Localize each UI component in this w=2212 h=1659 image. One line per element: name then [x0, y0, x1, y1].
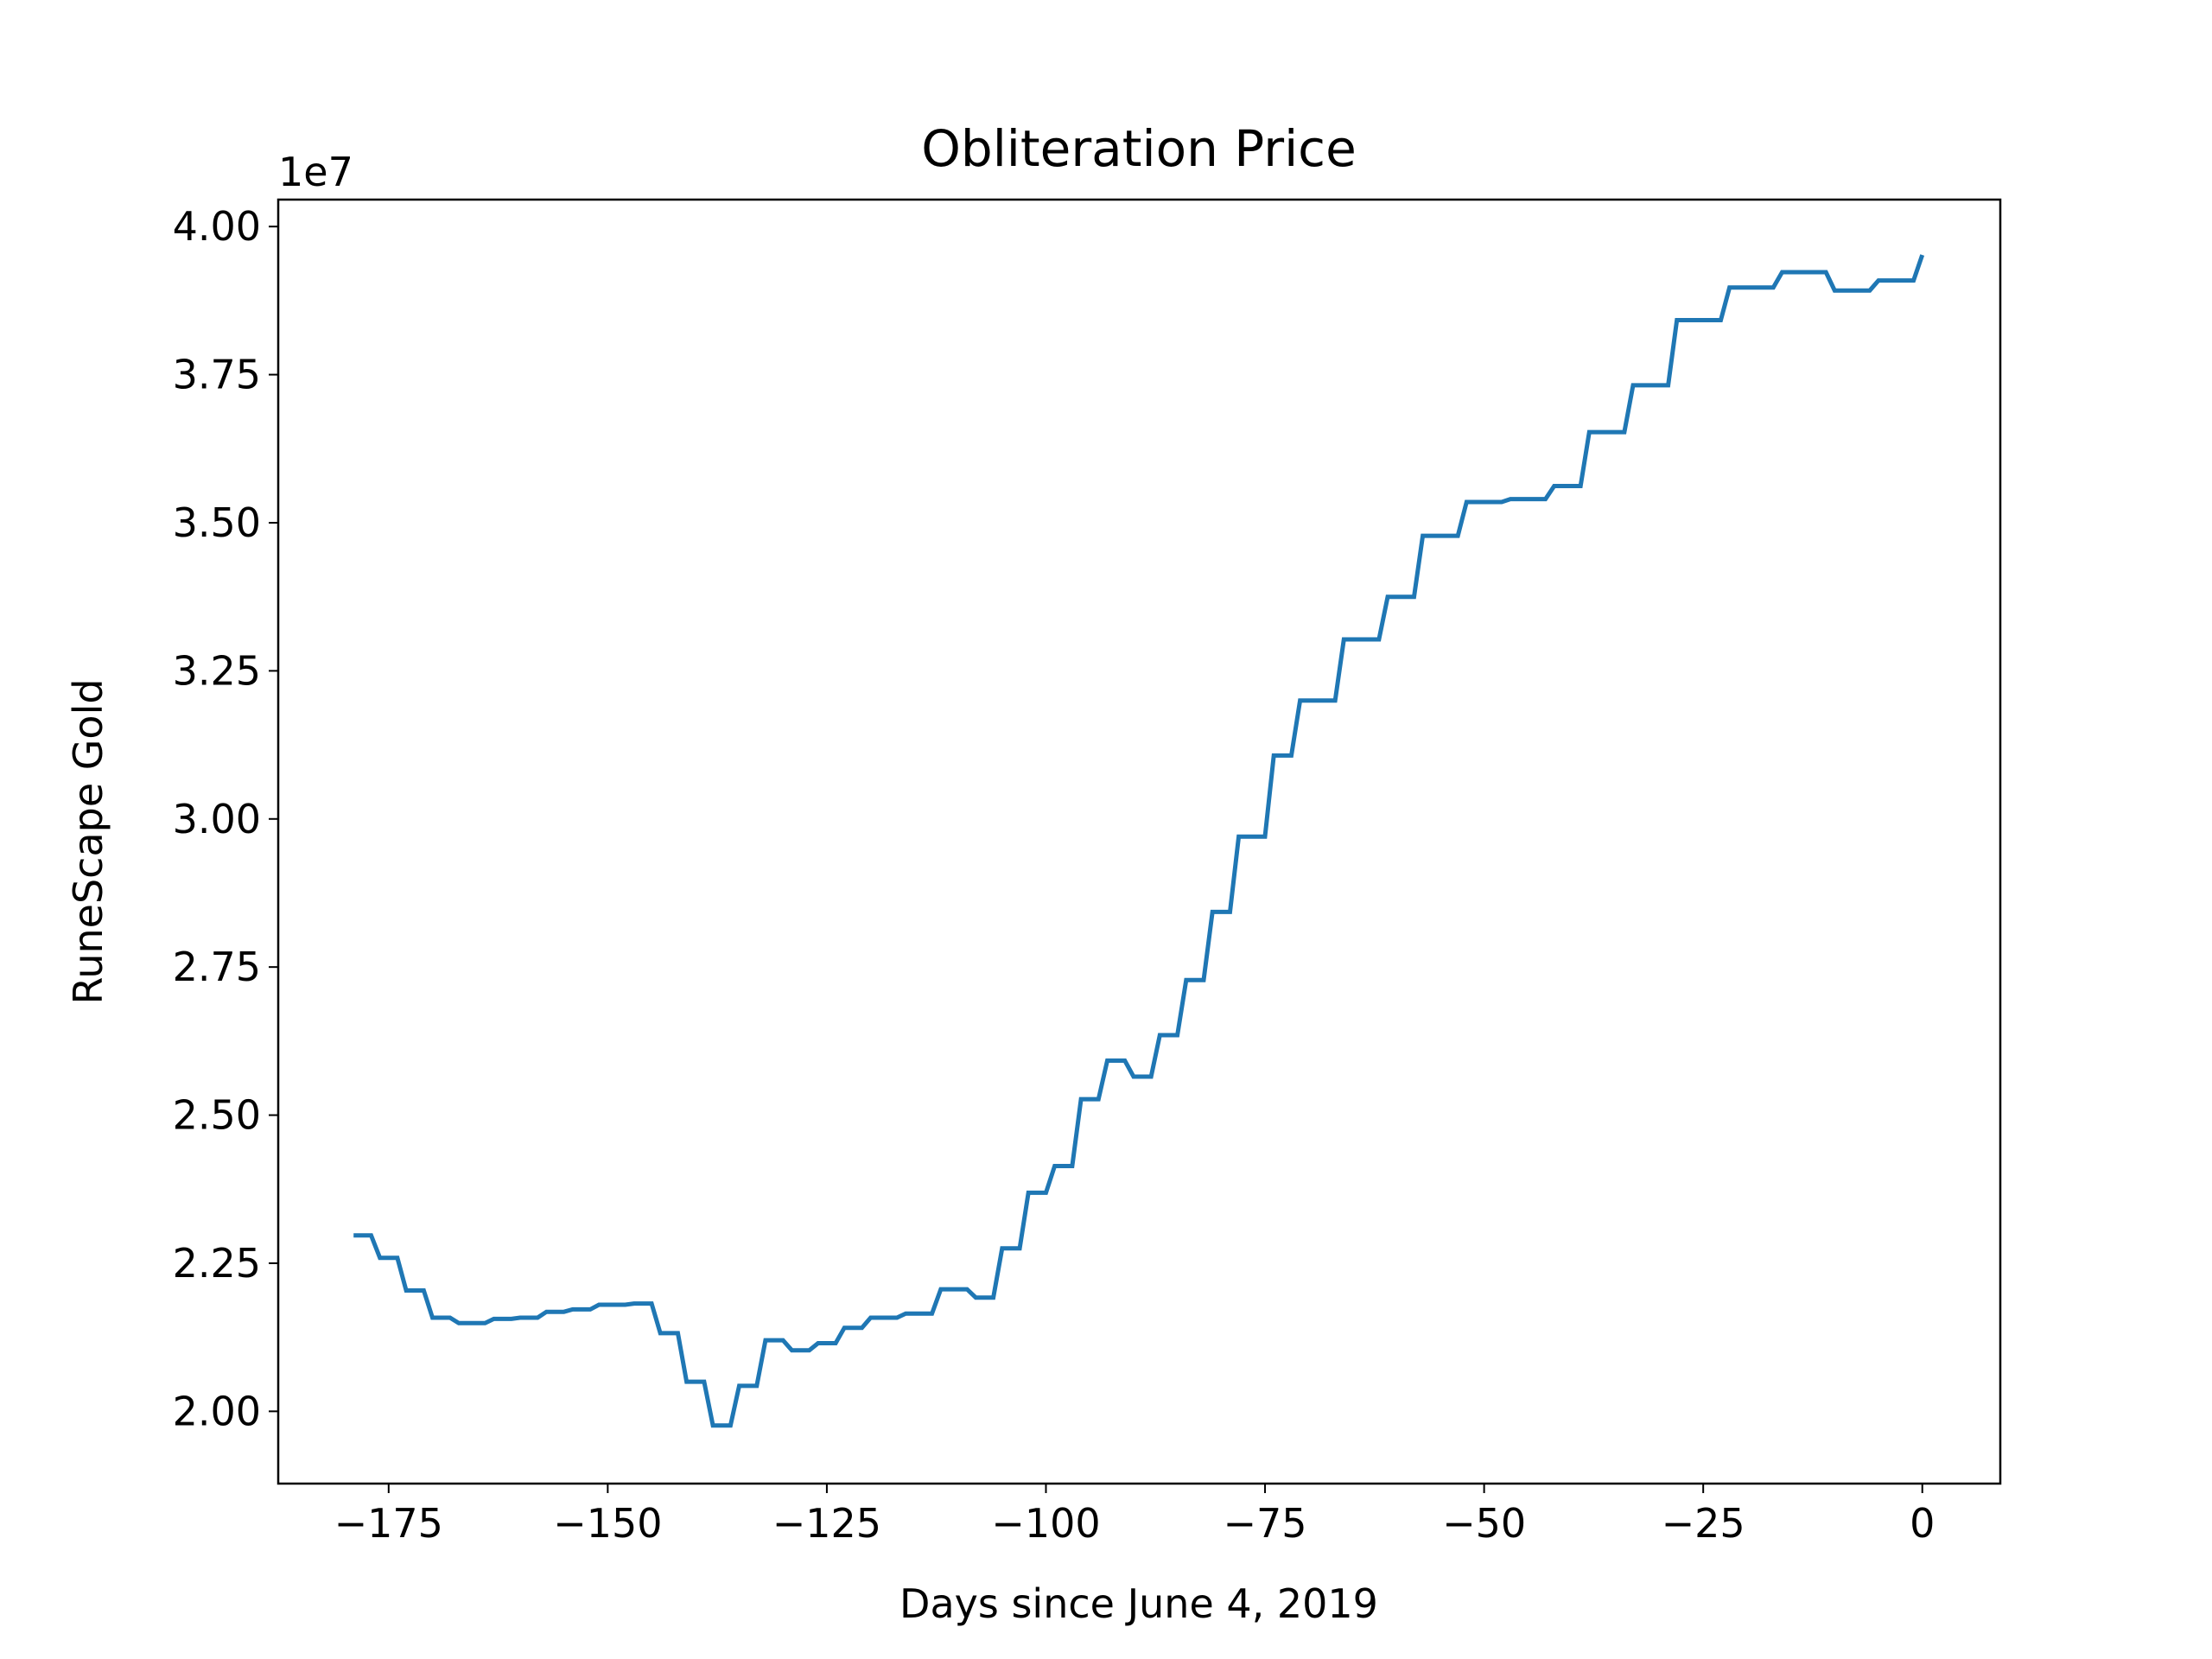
y-tick-label: 4.00 — [173, 203, 261, 250]
x-axis-label: Days since June 4, 2019 — [899, 1580, 1378, 1627]
y-tick-label: 3.00 — [173, 796, 261, 842]
x-tick-label: −175 — [334, 1500, 443, 1547]
x-tick-label: −25 — [1662, 1500, 1745, 1547]
y-tick-label: 2.25 — [173, 1240, 261, 1287]
y-tick-label: 3.75 — [173, 352, 261, 398]
x-tick-label: −100 — [991, 1500, 1100, 1547]
y-tick-label: 2.00 — [173, 1388, 261, 1434]
y-tick-label: 3.50 — [173, 499, 261, 546]
x-tick-label: −125 — [772, 1500, 881, 1547]
y-axis-label: RuneScape Gold — [65, 678, 111, 1004]
chart-title: Obliteration Price — [921, 119, 1357, 178]
y-tick-label: 2.75 — [173, 944, 261, 990]
x-tick-label: 0 — [1910, 1500, 1935, 1547]
y-tick-label: 3.25 — [173, 647, 261, 694]
x-tick-label: −150 — [553, 1500, 662, 1547]
line-series — [353, 254, 1925, 1428]
offset-label: 1e7 — [278, 149, 353, 195]
x-tick-label: −50 — [1442, 1500, 1526, 1547]
x-tick-label: −75 — [1224, 1500, 1307, 1547]
y-tick-label: 2.50 — [173, 1092, 261, 1139]
plot-frame — [276, 198, 2002, 1485]
